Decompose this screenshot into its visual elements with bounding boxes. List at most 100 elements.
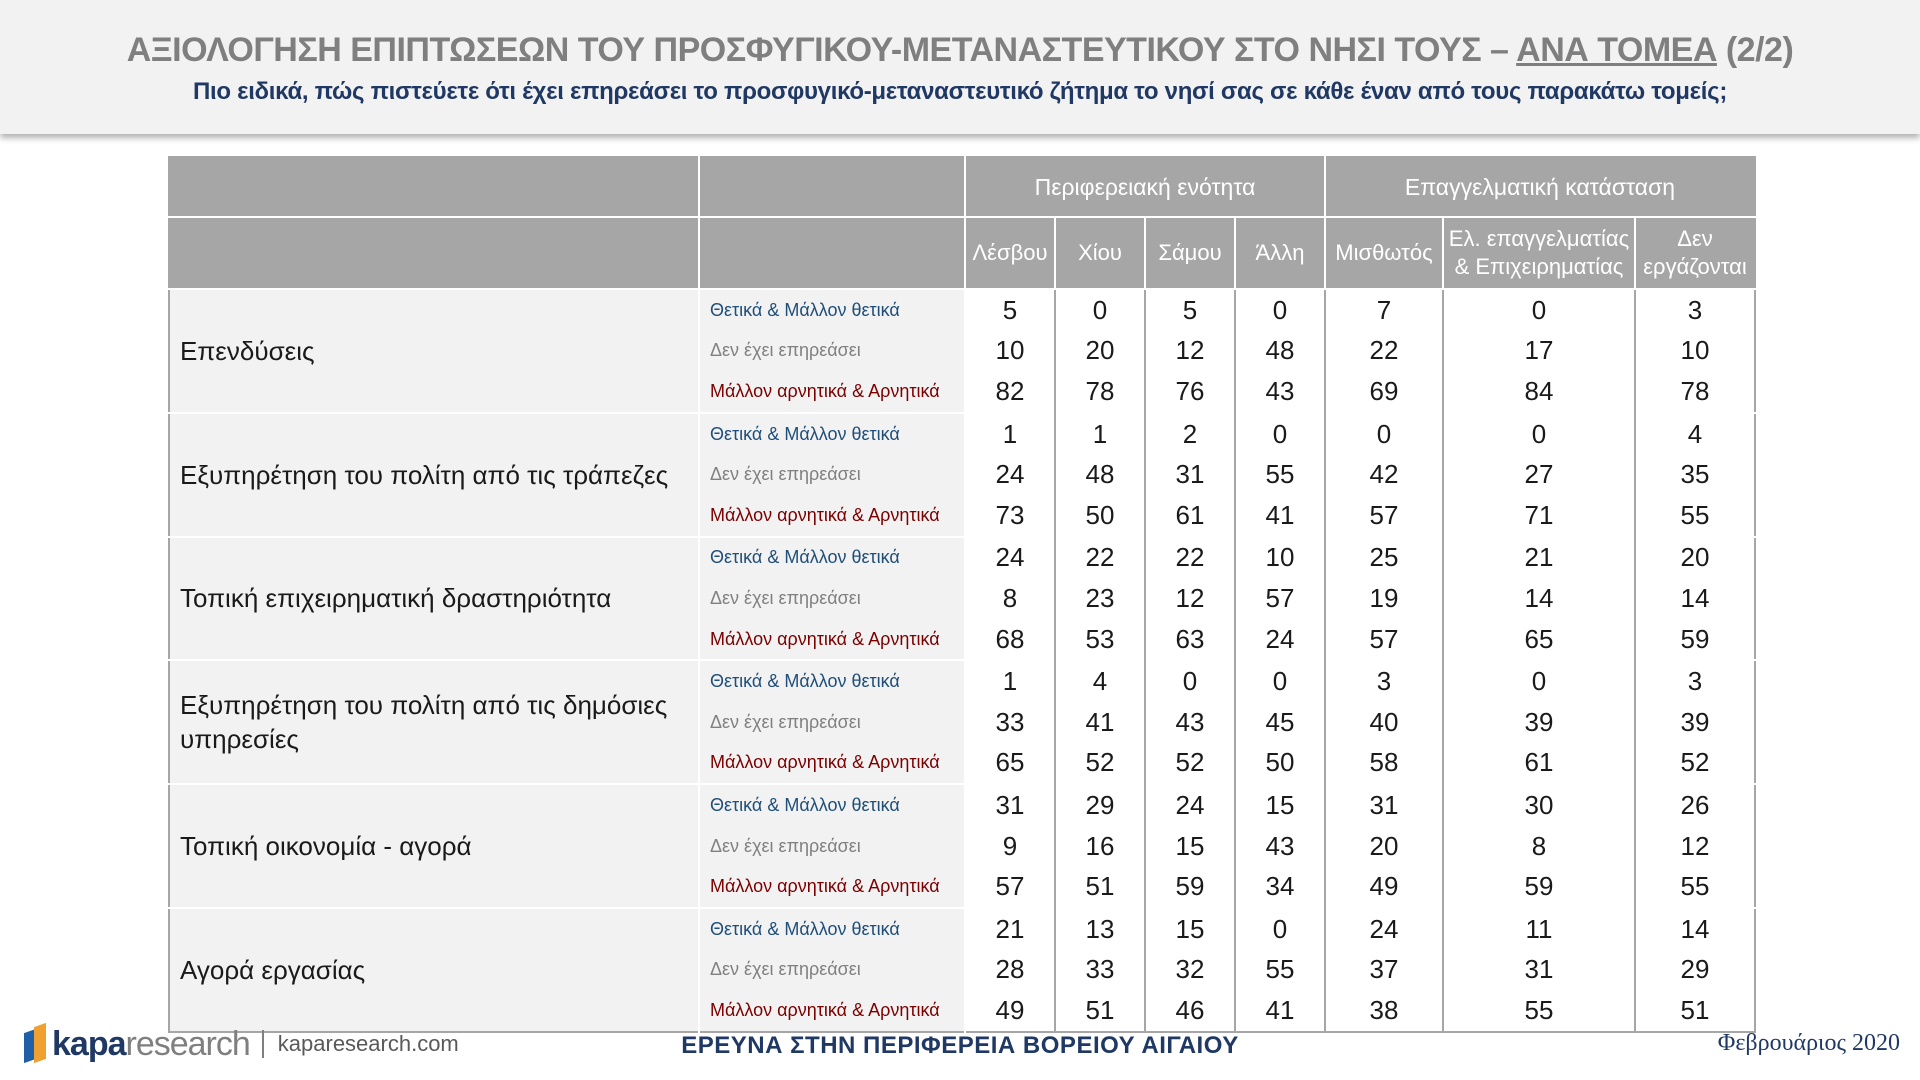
- table-cell: 55: [1635, 494, 1756, 537]
- table-cell: 20: [1055, 330, 1146, 372]
- table-cell: 30: [1443, 783, 1636, 826]
- table-row: Μάλλον αρνητικά & Αρνητικά 65 52 52 50 58 61 52: [169, 742, 1756, 785]
- table-cell: 78: [1055, 371, 1146, 413]
- table-cell: 10: [1635, 330, 1756, 372]
- table-cell: 8: [965, 578, 1056, 619]
- table-cell: 43: [1145, 701, 1236, 743]
- table-cell: 12: [1145, 330, 1236, 372]
- table-cell: 50: [1235, 742, 1326, 785]
- table-cell: 45: [1235, 701, 1326, 743]
- table-row: Δεν έχει επηρεάσει 10 20 12 48 22 17 10: [169, 330, 1756, 372]
- header-blank-response-2: [699, 217, 966, 289]
- table-cell: 0: [1235, 411, 1326, 455]
- table-row: Τοπική επιχειρηματική δραστηριότητα Θετικ…: [169, 535, 1756, 661]
- table-cell: 57: [1235, 578, 1326, 619]
- column-header: Λέσβου: [965, 217, 1056, 289]
- table-cell: 25: [1325, 535, 1444, 579]
- table-cell: 0: [1443, 659, 1636, 702]
- table-row: Μάλλον αρνητικά & Αρνητικά 57 51 59 34 49 59 55: [169, 866, 1756, 908]
- table-cell: 31: [965, 783, 1056, 826]
- logo-divider: [261, 1030, 264, 1058]
- table-cell: 39: [1443, 701, 1636, 743]
- table-row: Εξυπηρέτηση του πολίτη από τις τράπεζες Θ…: [169, 411, 1756, 537]
- company-logo: kaparesearch kaparesearch.com: [24, 1022, 459, 1064]
- table-cell: 58: [1325, 742, 1444, 785]
- table-cell: 17: [1443, 330, 1636, 372]
- table-cell: 24: [965, 454, 1056, 495]
- table-cell: 41: [1235, 494, 1326, 537]
- table-cell: 3: [1635, 288, 1756, 331]
- table-cell: 41: [1055, 701, 1146, 743]
- table-row: Δεν έχει επηρεάσει 8 23 12 57 19 14 14: [169, 578, 1756, 619]
- title-suffix: (2/2): [1716, 31, 1794, 69]
- table-row: Μάλλον αρνητικά & Αρνητικά 49 51 46 41 38 55 51: [169, 990, 1756, 1032]
- table-cell: 3: [1635, 659, 1756, 702]
- table-row: Αγορά εργασίας Θετικά & Μάλλον θετικά 21 13…: [169, 906, 1756, 1032]
- table-row: Μάλλον αρνητικά & Αρνητικά 82 78 76 43 69 84 78: [169, 371, 1756, 413]
- table-cell: 15: [1235, 783, 1326, 826]
- sector-label: Εξυπηρέτηση του πολίτη από τις τράπεζες: [169, 411, 700, 537]
- sector-label: Επενδύσεις: [169, 288, 700, 413]
- table-cell: 51: [1055, 866, 1146, 908]
- table-cell: 50: [1055, 494, 1146, 537]
- header-blank-sector-2: [169, 217, 700, 289]
- table-cell: 24: [1235, 618, 1326, 661]
- header-blank-response: [699, 157, 966, 218]
- results-table: Περιφερειακή ενότητα Επαγγελματική κατάσ…: [168, 156, 1757, 1033]
- response-label: Μάλλον αρνητικά & Αρνητικά: [699, 742, 966, 785]
- response-label: Μάλλον αρνητικά & Αρνητικά: [699, 494, 966, 537]
- table-cell: 55: [1443, 990, 1636, 1032]
- table-cell: 31: [1443, 949, 1636, 991]
- response-label: Θετικά & Μάλλον θετικά: [699, 783, 966, 826]
- footer-date: Φεβρουάριος 2020: [1717, 1030, 1900, 1056]
- table-cell: 65: [1443, 618, 1636, 661]
- table-cell: 41: [1235, 990, 1326, 1032]
- column-header: Άλλη: [1235, 217, 1326, 289]
- table-cell: 24: [1145, 783, 1236, 826]
- table-cell: 14: [1443, 578, 1636, 619]
- table-row: Μάλλον αρνητικά & Αρνητικά 68 53 63 24 57 65 59: [169, 618, 1756, 661]
- response-label: Θετικά & Μάλλον θετικά: [699, 659, 966, 702]
- table-cell: 31: [1325, 783, 1444, 826]
- column-header: Σάμου: [1145, 217, 1236, 289]
- table-cell: 5: [1145, 288, 1236, 331]
- table-cell: 15: [1145, 906, 1236, 950]
- table-cell: 12: [1145, 578, 1236, 619]
- table-cell: 21: [1443, 535, 1636, 579]
- table-row: Μάλλον αρνητικά & Αρνητικά 73 50 61 41 57 71 55: [169, 494, 1756, 537]
- table-cell: 35: [1635, 454, 1756, 495]
- table-cell: 65: [965, 742, 1056, 785]
- logo-wordmark: kaparesearch: [52, 1025, 251, 1064]
- table-cell: 22: [1055, 535, 1146, 579]
- table-cell: 0: [1235, 288, 1326, 331]
- table-cell: 24: [1325, 906, 1444, 950]
- table-cell: 23: [1055, 578, 1146, 619]
- header-row-columns: Λέσβου Χίου Σάμου Άλλη Μισθωτός Ελ. επαγ…: [169, 217, 1756, 289]
- table-cell: 19: [1325, 578, 1444, 619]
- table-cell: 34: [1235, 866, 1326, 908]
- table-cell: 37: [1325, 949, 1444, 991]
- table-cell: 0: [1145, 659, 1236, 702]
- column-header: Ελ. επαγγελματίας & Επιχειρηματίας: [1443, 217, 1636, 289]
- table-cell: 15: [1145, 825, 1236, 867]
- table-cell: 24: [965, 535, 1056, 579]
- table-cell: 48: [1055, 454, 1146, 495]
- table-cell: 22: [1145, 535, 1236, 579]
- response-label: Δεν έχει επηρεάσει: [699, 701, 966, 743]
- table-cell: 33: [965, 701, 1056, 743]
- slide-header: ΑΞΙΟΛΟΓΗΣΗ ΕΠΙΠΤΩΣΕΩΝ ΤΟΥ ΠΡΟΣΦΥΓΙΚΟΥ-ΜΕ…: [0, 0, 1920, 134]
- table-cell: 61: [1145, 494, 1236, 537]
- table-cell: 0: [1235, 906, 1326, 950]
- footer-survey-name: ΕΡΕΥΝΑ ΣΤΗΝ ΠΕΡΙΦΕΡΕΙΑ ΒΟΡΕΙΟΥ ΑΙΓΑΙΟΥ: [681, 1032, 1239, 1059]
- table-cell: 29: [1635, 949, 1756, 991]
- table-row: Τοπική οικονομία - αγορά Θετικά & Μάλλον …: [169, 783, 1756, 908]
- table-cell: 14: [1635, 906, 1756, 950]
- response-label: Μάλλον αρνητικά & Αρνητικά: [699, 990, 966, 1032]
- table-cell: 57: [1325, 618, 1444, 661]
- table-cell: 61: [1443, 742, 1636, 785]
- table-cell: 0: [1325, 411, 1444, 455]
- table-cell: 12: [1635, 825, 1756, 867]
- slide-title: ΑΞΙΟΛΟΓΗΣΗ ΕΠΙΠΤΩΣΕΩΝ ΤΟΥ ΠΡΟΣΦΥΓΙΚΟΥ-ΜΕ…: [0, 31, 1920, 70]
- table-cell: 28: [965, 949, 1056, 991]
- table-cell: 11: [1443, 906, 1636, 950]
